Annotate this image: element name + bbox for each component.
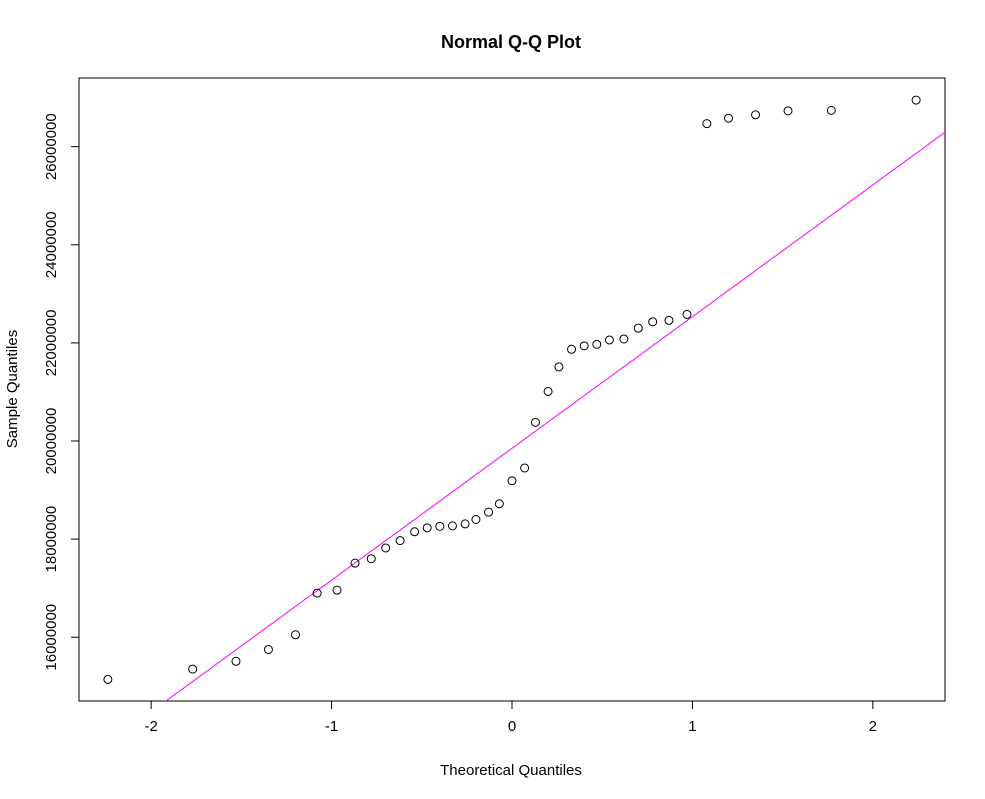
data-point bbox=[435, 521, 445, 531]
data-point bbox=[911, 95, 921, 105]
data-point bbox=[422, 523, 432, 533]
data-point bbox=[103, 674, 113, 684]
qq-reference-line bbox=[165, 131, 945, 701]
data-point bbox=[592, 339, 602, 349]
data-point bbox=[724, 113, 733, 123]
points-layer bbox=[103, 95, 921, 684]
data-point bbox=[751, 110, 761, 120]
data-point bbox=[312, 588, 322, 598]
data-point bbox=[395, 536, 405, 546]
data-point bbox=[604, 335, 614, 345]
data-point bbox=[826, 105, 836, 115]
data-point bbox=[648, 317, 658, 327]
data-point bbox=[554, 362, 564, 372]
x-tick-label: -2 bbox=[144, 718, 157, 735]
x-axis: -2 -1 0 1 2 bbox=[144, 700, 877, 735]
x-tick-label: 0 bbox=[508, 718, 516, 735]
data-point bbox=[350, 558, 360, 568]
data-point bbox=[447, 521, 457, 531]
data-point bbox=[188, 664, 198, 674]
data-point bbox=[702, 119, 712, 129]
data-point bbox=[460, 519, 470, 529]
chart-title: Normal Q-Q Plot bbox=[441, 32, 581, 52]
y-tick-label: 18000000 bbox=[43, 506, 60, 573]
data-point bbox=[263, 644, 273, 654]
data-point bbox=[783, 106, 793, 116]
data-point bbox=[633, 323, 643, 333]
data-point bbox=[471, 514, 481, 524]
data-point bbox=[579, 341, 589, 351]
data-point bbox=[530, 417, 540, 427]
reference-line-layer bbox=[165, 131, 945, 701]
y-axis-title: Sample Quantiles bbox=[4, 330, 21, 448]
data-point bbox=[231, 656, 241, 666]
data-point bbox=[332, 585, 342, 595]
data-point bbox=[619, 334, 629, 344]
data-point bbox=[291, 630, 300, 640]
data-point bbox=[664, 315, 674, 325]
plot-frame bbox=[78, 77, 946, 702]
x-tick-label: 1 bbox=[688, 718, 696, 735]
data-point bbox=[567, 344, 577, 354]
y-tick-label: 26000000 bbox=[43, 113, 60, 180]
data-point bbox=[484, 507, 494, 517]
data-point bbox=[682, 309, 692, 319]
y-tick-label: 22000000 bbox=[43, 310, 60, 377]
data-point bbox=[543, 386, 553, 396]
data-point bbox=[520, 463, 530, 473]
x-tick-label: -1 bbox=[325, 718, 338, 735]
data-point bbox=[366, 554, 376, 564]
data-point bbox=[507, 476, 517, 486]
y-axis: 16000000 18000000 20000000 22000000 24000000… bbox=[43, 113, 80, 671]
data-point bbox=[381, 543, 391, 553]
x-axis-title: Theoretical Quantiles bbox=[440, 762, 582, 779]
y-tick-label: 16000000 bbox=[43, 604, 60, 671]
data-point bbox=[410, 527, 420, 537]
y-tick-label: 20000000 bbox=[43, 408, 60, 475]
y-tick-label: 24000000 bbox=[43, 211, 60, 278]
x-tick-label: 2 bbox=[869, 718, 877, 735]
data-point bbox=[494, 499, 504, 509]
